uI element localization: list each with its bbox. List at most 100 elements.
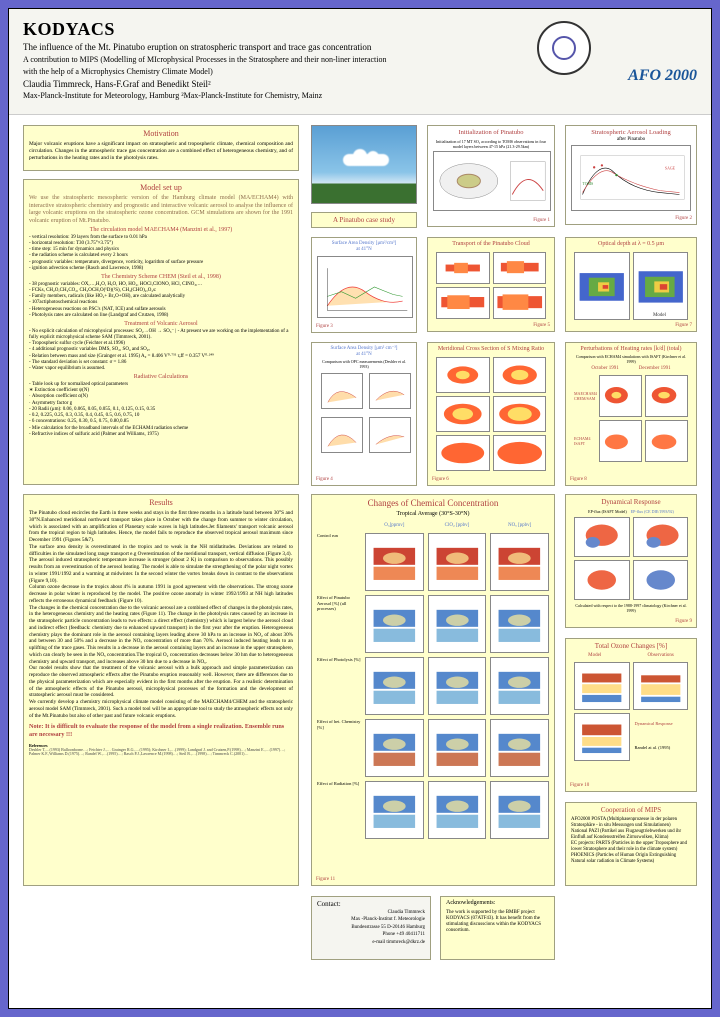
changes-row-label: Effect of Photolysis [%] (317, 657, 361, 715)
optical-model: Model (653, 313, 666, 319)
heating-sub: Comparison with ECHAM4 simulations with … (571, 354, 691, 364)
changes-panel (428, 533, 487, 591)
svg-text:TOMS: TOMS (583, 182, 594, 186)
results-note: Note: It is difficult to evaluate the re… (29, 723, 293, 739)
ozone-hdr: Total Ozone Changes [%] (571, 642, 691, 651)
loading-box: Stratospheric Aerosol Loading after Pina… (565, 125, 697, 225)
dyn-m2: EP-flux (CE DIE/1993/92) (631, 509, 674, 514)
transport-hdr: Transport of the Pinatubo Cloud (433, 241, 549, 249)
coop-hdr: Cooperation of MIPS (571, 806, 691, 815)
case-hdr: A Pinatubo case study (333, 216, 395, 225)
changes-sub: Tropical Average (30°S-30°N) (317, 511, 549, 519)
minerva-logo (537, 21, 591, 75)
results-hdr: Results (29, 498, 293, 508)
contact-name: Claudia Timmreck (317, 909, 425, 917)
heating-echam: ECHAM4 ISAFT (574, 436, 596, 446)
afo-logo: AFO 2000 (628, 67, 697, 85)
ack-hdr: Acknowledgements: (446, 900, 549, 908)
heating-hdr: Perturbations of Heating rates [k/d] (to… (571, 346, 691, 354)
loading-sub: after Pinatubo (571, 137, 691, 143)
transport-box: Transport of the Pinatubo Cloud Figure 5 (427, 237, 555, 332)
contrib2: with the help of a Microphysics Chemistr… (23, 67, 697, 76)
authors: Claudia Timmreck, Hans-F.Graf and Benedi… (23, 79, 697, 89)
ozone-obs: Observations (647, 653, 673, 659)
changes-panel (365, 533, 424, 591)
case-study-box: A Pinatubo case study (311, 212, 417, 228)
heating-dec: December 1991 (639, 366, 671, 372)
changes-panel (428, 719, 487, 777)
model-box: Model set up We use the stratospheric me… (23, 179, 299, 485)
model-h4: Radiative Calculations (29, 374, 293, 382)
volcano-photo (311, 125, 417, 204)
init-box: Initialization of Pinatubo Initializatio… (427, 125, 555, 227)
meridional-box: Meridional Cross Section of S Mixing Rat… (427, 342, 555, 486)
optical-box: Optical depth at λ = 0.5 μm Model Figure… (565, 237, 697, 332)
col-nox: NOₓ [ppbv] (490, 523, 549, 529)
motivation-body: Major volcanic eruptions have a signific… (29, 141, 293, 161)
changes-row-label: Effect of Radiation [%] (317, 781, 361, 839)
ozone-dyn: Dynamical Response (635, 721, 687, 727)
surface4-note: Comparison with OPC measurements (Deshle… (317, 359, 411, 369)
contact-inst: Max -Planck-Institut f. Meteorologie (317, 916, 425, 924)
init-hdr: Initialization of Pinatubo (433, 129, 549, 137)
fig7-cap: Figure 7 (675, 323, 692, 329)
ozone-model: Model (588, 653, 601, 659)
motivation-hdr: Motivation (29, 129, 293, 139)
changes-row-label: Effect of het. Chemistry [%] (317, 719, 361, 777)
refs-body: Deshler T,…(1993) Balloonborne…; Feichte… (29, 748, 293, 757)
surface3-sub: at 41°N (317, 247, 411, 253)
col-clo: ClO₂ [ppbv] (428, 523, 487, 529)
affil: Max-Planck-Institute for Meteorology, Ha… (23, 91, 697, 100)
fig8-cap: Figure 8 (570, 477, 587, 483)
changes-panel (490, 781, 549, 839)
contrib1: A contribution to MIPS (Modelling of MIc… (23, 55, 697, 64)
results-body: The Pinatubo cloud encircles the Earth i… (29, 510, 293, 719)
model-b3: - No explicit calculation of microphysic… (29, 329, 293, 373)
changes-box: Changes of Chemical Concentration Tropic… (311, 494, 555, 886)
svg-text:SAGE: SAGE (665, 167, 676, 171)
contact-addr: Bundesstrasse 55 D-20146 Hamburg (317, 924, 425, 932)
changes-panel (490, 595, 549, 653)
ack-box: Acknowledgements: The work is supported … (440, 896, 555, 960)
changes-panel (428, 595, 487, 653)
changes-panel (428, 781, 487, 839)
ack-body: The work is supported by the BMBF projec… (446, 910, 549, 935)
motivation-box: Motivation Major volcanic eruptions have… (23, 125, 299, 171)
changes-panel (490, 533, 549, 591)
dynamical-box: Dynamical Response EP-flux (ISAFT Model)… (565, 494, 697, 628)
surface3-box: Surface Area Density [μm²/cm³] at 41°N F… (311, 237, 417, 333)
changes-panel (365, 595, 424, 653)
model-hdr: Model set up (29, 183, 293, 193)
meridional-hdr: Meridional Cross Section of S Mixing Rat… (433, 346, 549, 354)
contact-hdr: Contact: (317, 900, 425, 909)
results-box: Results The Pinatubo cloud encircles the… (23, 494, 299, 886)
model-h1: The circulation model MAECHAM4 (Manzini … (29, 227, 293, 235)
model-b2: - 38 prognostic variables: OX,…,H₂O, HₓO… (29, 282, 293, 320)
changes-row-label: Effect of Pinatubo Aerosol [%] (all proc… (317, 595, 361, 653)
contact-email: e-mail timmreck@dkrz.de (317, 939, 425, 947)
optical-hdr: Optical depth at λ = 0.5 μm (571, 241, 691, 249)
ozone-box: Total Ozone Changes [%] Model Observatio… (565, 638, 697, 792)
col-o3: O₃[ppmv] (365, 523, 424, 529)
model-b1: - vertical resolution: 39 layers from th… (29, 235, 293, 273)
surface4-box: Surface Area Density [μm² cm⁻³] at 41°N … (311, 342, 417, 486)
fig3-cap: Figure 3 (316, 324, 333, 330)
changes-panel (365, 657, 424, 715)
fig11-cap: Figure 11 (316, 877, 335, 883)
model-h3: Treatment of Volcanic Aerosol (29, 321, 293, 329)
dynamical-hdr: Dynamical Response (571, 498, 691, 507)
contact-phone: Phone +49 40411711 (317, 931, 425, 939)
model-b4: - Table look up for normalized optical p… (29, 382, 293, 438)
fig9-cap: Figure 9 (675, 619, 692, 625)
fig1-cap: Figure 1 (533, 218, 550, 224)
header: KODYACS The influence of the Mt. Pinatub… (9, 9, 711, 115)
fig10-cap: Figure 10 (570, 783, 589, 789)
changes-panel (365, 781, 424, 839)
subtitle: The influence of the Mt. Pinatubo erupti… (23, 42, 697, 52)
heating-oct: October 1991 (591, 366, 618, 372)
changes-hdr: Changes of Chemical Concentration (317, 498, 549, 509)
fig4-cap: Figure 4 (316, 477, 333, 483)
ozone-ref: Randel at al. (1995) (635, 745, 687, 751)
changes-panel (365, 719, 424, 777)
contact-box: Contact: Claudia Timmreck Max -Planck-In… (311, 896, 431, 960)
